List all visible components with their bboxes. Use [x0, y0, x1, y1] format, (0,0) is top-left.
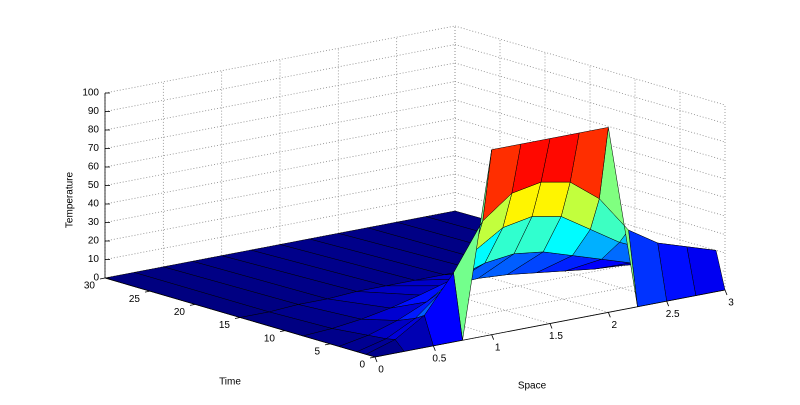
x-tick-label: 0.5	[432, 353, 446, 364]
z-tick-label: 90	[88, 106, 100, 117]
y-tick-label: 15	[219, 320, 231, 331]
grid-line	[454, 173, 726, 254]
y-tick-label: 30	[84, 281, 96, 292]
surface	[104, 127, 726, 358]
grid-line	[454, 99, 726, 180]
x-tick-label: 0	[378, 365, 384, 376]
y-tick	[189, 303, 196, 306]
x-tick-label: 2.5	[666, 309, 680, 320]
grid-line	[454, 118, 726, 198]
y-tick	[279, 330, 286, 333]
z-tick-label: 100	[82, 88, 99, 99]
grid-line	[454, 44, 726, 124]
grid-line	[454, 155, 726, 235]
y-tick-label: 25	[129, 294, 141, 305]
z-axis-label: Temperature	[65, 171, 76, 228]
y-tick-label: 0	[359, 360, 365, 371]
grid-line	[454, 25, 726, 106]
x-tick	[724, 289, 728, 296]
y-tick	[369, 356, 376, 359]
z-tick-label: 20	[88, 236, 100, 247]
y-tick-label: 20	[174, 307, 186, 318]
y-tick	[234, 317, 241, 319]
x-tick	[549, 323, 553, 329]
grid-line	[454, 62, 726, 143]
z-tick-label: 0	[93, 273, 99, 284]
z-tick-label: 50	[88, 180, 100, 191]
z-tick-label: 80	[88, 125, 100, 136]
grid-line	[454, 81, 726, 161]
x-tick	[432, 345, 436, 351]
y-axis-label: Time	[219, 377, 241, 388]
x-tick-label: 1	[495, 342, 501, 353]
x-tick	[491, 334, 495, 340]
x-tick-label: 2	[612, 320, 618, 331]
y-tick	[99, 277, 106, 280]
z-tick-label: 40	[88, 199, 100, 210]
z-tick-label: 60	[88, 162, 100, 173]
x-tick	[374, 356, 378, 363]
z-tick-label: 30	[88, 217, 100, 228]
y-tick	[144, 290, 151, 293]
z-tick-label: 10	[88, 254, 100, 265]
x-axis-label: Space	[518, 381, 547, 392]
x-tick	[607, 312, 611, 318]
x-tick-label: 1.5	[549, 331, 563, 342]
axes: 00.511.522.53051015202530010203040506070…	[82, 88, 734, 376]
z-tick-label: 70	[88, 143, 100, 154]
y-tick-label: 10	[264, 333, 276, 344]
grid-line	[454, 136, 726, 217]
y-tick	[324, 343, 331, 346]
x-tick-label: 3	[728, 298, 734, 309]
y-tick-label: 5	[314, 346, 320, 357]
x-tick	[666, 301, 670, 307]
